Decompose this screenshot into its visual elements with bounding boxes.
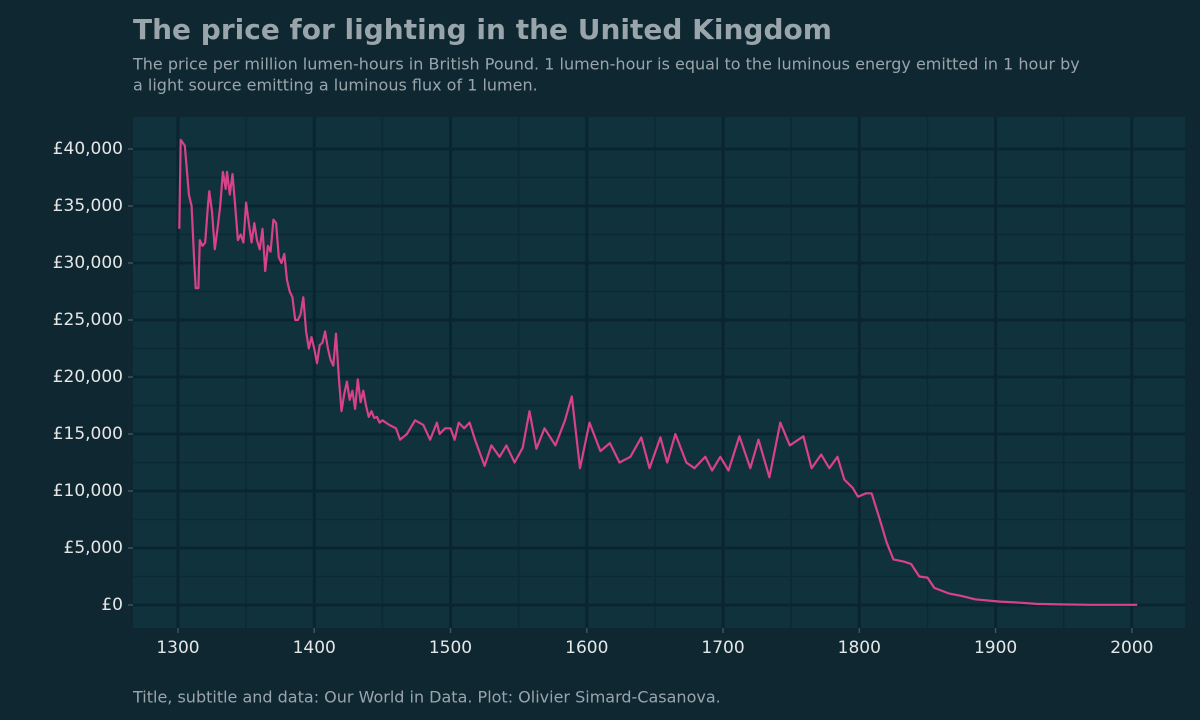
- y-tick-label: £10,000: [53, 481, 123, 501]
- chart-subtitle: The price per million lumen-hours in Bri…: [132, 55, 1080, 74]
- x-tick-label: 1600: [565, 638, 608, 658]
- y-tick-label: £25,000: [53, 310, 123, 330]
- y-tick-label: £20,000: [53, 367, 123, 387]
- y-tick-label: £35,000: [53, 196, 123, 216]
- x-tick-label: 2000: [1110, 638, 1153, 658]
- marks: [178, 138, 1138, 606]
- x-tick-label: 1300: [156, 638, 199, 658]
- grid: [128, 117, 1185, 633]
- y-tick-label: £0: [101, 595, 123, 615]
- chart-subtitle: a light source emitting a luminous flux …: [133, 76, 538, 95]
- y-tick-label: £15,000: [53, 424, 123, 444]
- x-tick-label: 1400: [293, 638, 336, 658]
- plot-panel: [133, 117, 1185, 628]
- y-tick-label: £30,000: [53, 253, 123, 273]
- caption: Title, subtitle and data: Our World in D…: [132, 688, 721, 707]
- x-tick-label: 1700: [701, 638, 744, 658]
- x-tick-label: 1800: [838, 638, 881, 658]
- line-series: [178, 138, 1138, 606]
- y-tick-label: £5,000: [64, 538, 123, 558]
- x-tick-label: 1900: [974, 638, 1017, 658]
- y-tick-label: £40,000: [53, 139, 123, 159]
- x-tick-label: 1500: [429, 638, 472, 658]
- chart-title: The price for lighting in the United Kin…: [133, 13, 832, 46]
